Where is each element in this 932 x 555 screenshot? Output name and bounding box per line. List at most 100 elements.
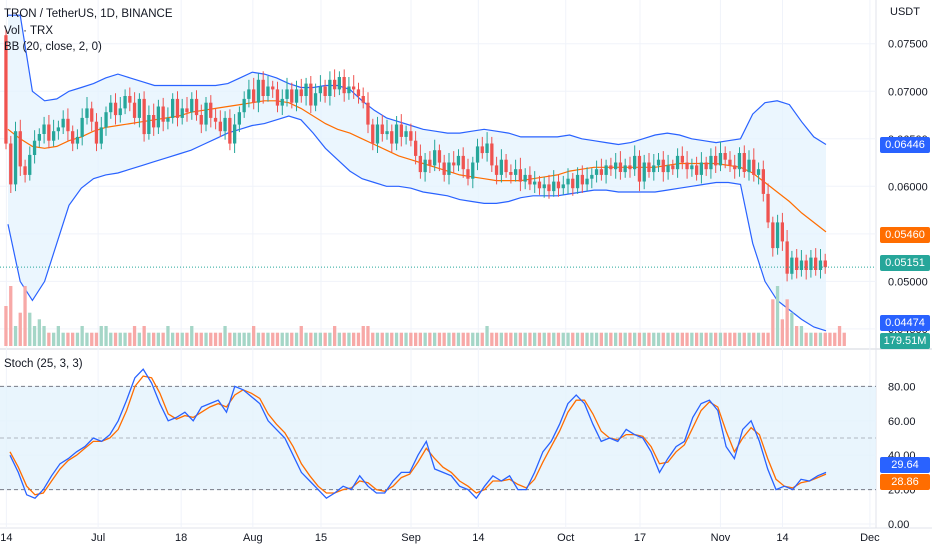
candle-body: [128, 96, 132, 103]
candle-body: [371, 124, 375, 144]
candle-body: [261, 79, 265, 96]
volume-bar: [514, 332, 518, 346]
volume-bar: [614, 332, 618, 346]
volume-bar: [185, 332, 189, 346]
candle-body: [361, 96, 365, 103]
volume-bar: [328, 332, 332, 346]
candle-body: [190, 98, 194, 113]
candle-body: [609, 165, 613, 170]
volume-bar: [423, 332, 427, 346]
candle-body: [704, 162, 708, 170]
volume-bar: [518, 332, 522, 346]
volume-bar: [471, 332, 475, 346]
candle-body: [132, 102, 137, 118]
volume-bar: [194, 332, 199, 346]
volume-bar: [256, 332, 261, 346]
candle-body: [799, 260, 804, 270]
stoch-label[interactable]: Stoch (25, 3, 3): [4, 358, 83, 370]
bb-label[interactable]: BB (20, close, 2, 0): [4, 41, 102, 53]
candle-body: [723, 153, 727, 160]
volume-bar: [71, 332, 75, 346]
x-tick-label: 18: [175, 532, 187, 544]
volume-bar: [566, 332, 570, 346]
volume-bar: [799, 326, 804, 346]
volume-bar: [714, 332, 718, 346]
candle-body: [118, 108, 122, 116]
x-tick-label: 14: [776, 532, 788, 544]
volume-bar: [490, 332, 494, 346]
volume-bar: [795, 326, 799, 346]
volume-bar: [247, 332, 251, 346]
candle-body: [294, 89, 299, 103]
candle-body: [47, 124, 51, 141]
candle-body: [104, 112, 108, 128]
candle-body: [113, 102, 118, 116]
volume-bar: [775, 286, 780, 346]
candle-body: [152, 115, 156, 128]
candle-body: [742, 153, 746, 172]
volume-bar: [533, 332, 537, 346]
x-tick-label: Dec: [860, 532, 880, 544]
x-tick-label: 17: [634, 532, 646, 544]
candle-body: [385, 131, 389, 135]
candle-body: [775, 222, 780, 249]
volume-bar: [823, 332, 827, 346]
volume-bar: [23, 286, 27, 346]
candle-body: [671, 165, 675, 170]
volume-bar: [152, 332, 156, 346]
volume-bar: [142, 326, 146, 346]
candle-body: [204, 102, 208, 125]
volume-bar: [385, 332, 389, 346]
volume-bar: [42, 326, 46, 346]
volume-bar: [642, 332, 646, 346]
bb-lower-badge: 0.04474: [880, 315, 930, 331]
volume-bar: [75, 332, 80, 346]
volume-bar: [833, 332, 837, 346]
volume-bar: [132, 326, 137, 346]
candle-body: [90, 108, 94, 122]
volume-bar: [723, 332, 727, 346]
candle-body: [461, 155, 465, 170]
candle-body: [199, 115, 203, 125]
candle-body: [647, 162, 651, 172]
candle-body: [9, 143, 13, 185]
y-tick-label: 0.05000: [888, 276, 928, 288]
volume-badge: 179.51M: [880, 333, 930, 349]
volume-bar: [266, 332, 270, 346]
volume-bar: [780, 319, 784, 346]
stoch-k-line: [9, 368, 827, 500]
volume-bar: [299, 326, 303, 346]
candle-body: [375, 124, 380, 144]
volume-bar: [137, 332, 141, 346]
symbol-title[interactable]: TRON / TetherUS, 1D, BINANCE: [4, 8, 173, 20]
candle-body: [37, 134, 41, 141]
candle-body: [309, 83, 313, 106]
candle-body: [366, 102, 370, 125]
volume-bar: [809, 332, 813, 346]
volume-bar: [618, 332, 623, 346]
candle-body: [256, 79, 261, 103]
volume-bar: [280, 332, 284, 346]
candle-body: [156, 106, 160, 128]
candle-body: [623, 165, 627, 173]
volume-bar: [733, 332, 737, 346]
x-tick-label: Nov: [711, 532, 731, 544]
candle-body: [614, 162, 618, 170]
candle-body: [304, 83, 308, 96]
candle-body: [652, 165, 656, 173]
volume-bar: [404, 332, 408, 346]
candle-body: [471, 162, 475, 179]
volume-bar: [728, 332, 732, 346]
volume-bar: [233, 332, 237, 346]
candle-body: [718, 153, 723, 166]
volume-bar: [814, 332, 818, 346]
candle-body: [61, 118, 65, 128]
candle-body: [709, 155, 713, 170]
candle-body: [42, 124, 46, 134]
candle-body: [642, 162, 646, 182]
volume-bar: [66, 332, 70, 346]
volume-label[interactable]: Vol · TRX: [4, 25, 53, 37]
volume-bar: [547, 332, 551, 346]
volume-bar: [842, 332, 846, 346]
